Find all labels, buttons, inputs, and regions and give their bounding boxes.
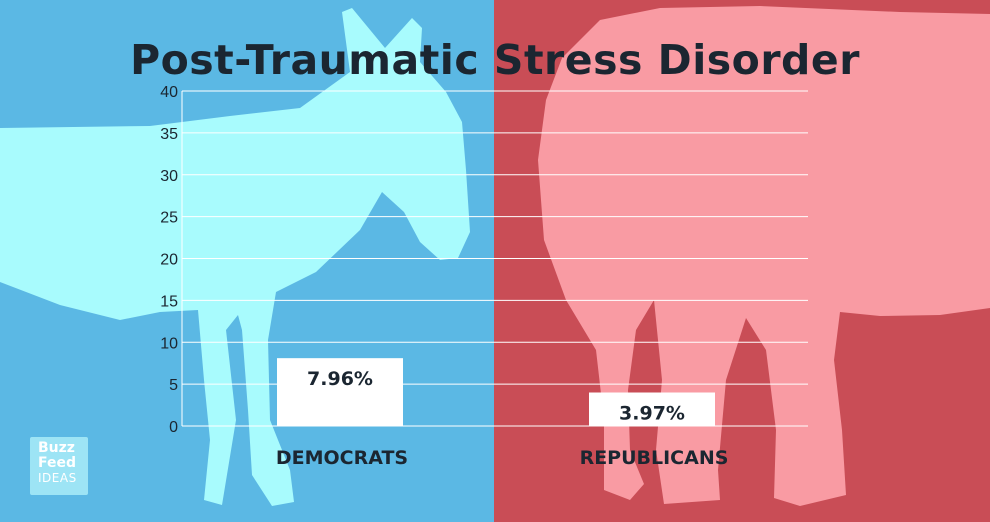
y-tick-label: 5 [169, 377, 178, 394]
data-label: 7.96% [307, 368, 373, 390]
logo-line-1: Buzz [38, 440, 75, 456]
category-label: REPUBLICANS [580, 447, 729, 469]
y-tick-label: 0 [169, 419, 178, 436]
logo-line-2: Feed [38, 455, 77, 471]
buzzfeed-ideas-logo: Buzz Feed IDEAS [30, 437, 88, 495]
data-label: 3.97% [619, 403, 685, 425]
y-tick-label: 25 [160, 210, 178, 227]
category-label: DEMOCRATS [276, 447, 408, 469]
y-tick-label: 35 [160, 126, 178, 143]
elephant-icon [538, 6, 990, 506]
logo-line-3: IDEAS [38, 471, 77, 485]
bar [277, 358, 403, 426]
y-tick-label: 10 [160, 335, 178, 352]
y-tick-label: 40 [160, 84, 178, 101]
y-tick-label: 30 [160, 168, 178, 185]
chart-title: Post-Traumatic Stress Disorder [130, 36, 860, 84]
bar [589, 392, 715, 426]
y-tick-label: 15 [160, 293, 178, 310]
y-tick-label: 20 [160, 252, 178, 269]
